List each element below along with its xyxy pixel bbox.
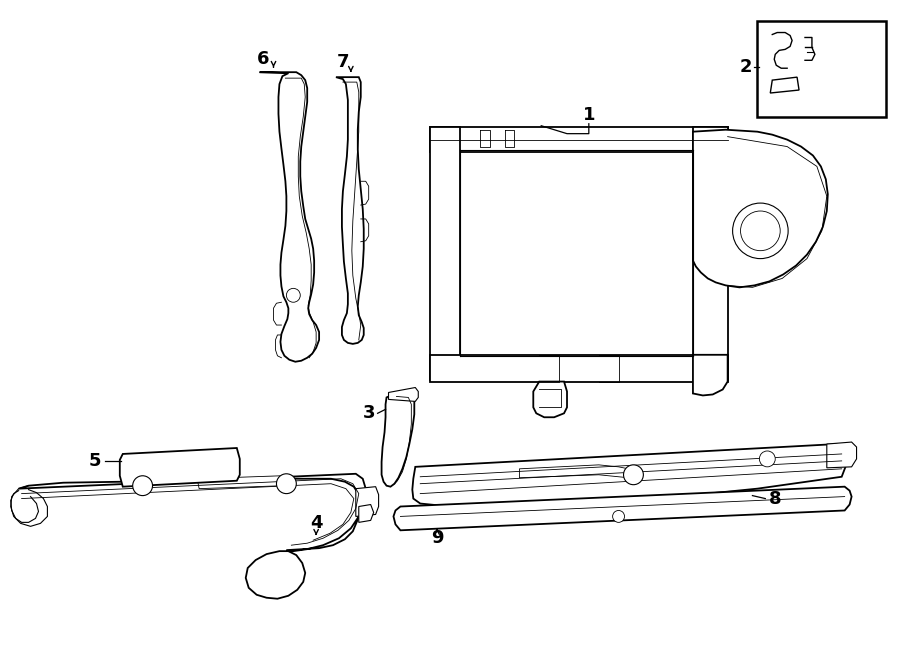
Text: 9: 9 <box>431 529 444 547</box>
Polygon shape <box>693 130 828 288</box>
Text: 1: 1 <box>582 106 595 124</box>
Polygon shape <box>412 444 849 506</box>
Text: 6: 6 <box>257 50 270 68</box>
Polygon shape <box>758 20 886 117</box>
Polygon shape <box>770 77 799 93</box>
Polygon shape <box>359 504 374 522</box>
Polygon shape <box>693 127 727 379</box>
Text: 2: 2 <box>739 58 752 76</box>
Circle shape <box>741 211 780 251</box>
Polygon shape <box>197 476 284 488</box>
Polygon shape <box>19 474 365 599</box>
Text: 8: 8 <box>769 490 781 508</box>
Polygon shape <box>430 127 727 151</box>
Polygon shape <box>430 127 460 379</box>
Text: 4: 4 <box>310 514 322 532</box>
Circle shape <box>760 451 775 467</box>
Polygon shape <box>356 486 379 516</box>
Polygon shape <box>430 355 727 381</box>
Circle shape <box>132 476 152 496</box>
Polygon shape <box>393 486 851 530</box>
Polygon shape <box>534 381 567 417</box>
Text: 5: 5 <box>89 452 102 470</box>
Circle shape <box>733 203 788 258</box>
Polygon shape <box>382 393 414 486</box>
Circle shape <box>624 465 644 485</box>
Polygon shape <box>693 355 727 395</box>
Polygon shape <box>120 448 239 486</box>
Polygon shape <box>389 387 419 401</box>
Polygon shape <box>259 72 320 362</box>
Circle shape <box>613 510 625 522</box>
Text: 3: 3 <box>363 405 375 422</box>
Text: 7: 7 <box>337 54 349 71</box>
Polygon shape <box>519 465 638 479</box>
Polygon shape <box>827 442 857 468</box>
Circle shape <box>276 474 296 494</box>
Circle shape <box>286 288 301 302</box>
Polygon shape <box>336 77 364 344</box>
